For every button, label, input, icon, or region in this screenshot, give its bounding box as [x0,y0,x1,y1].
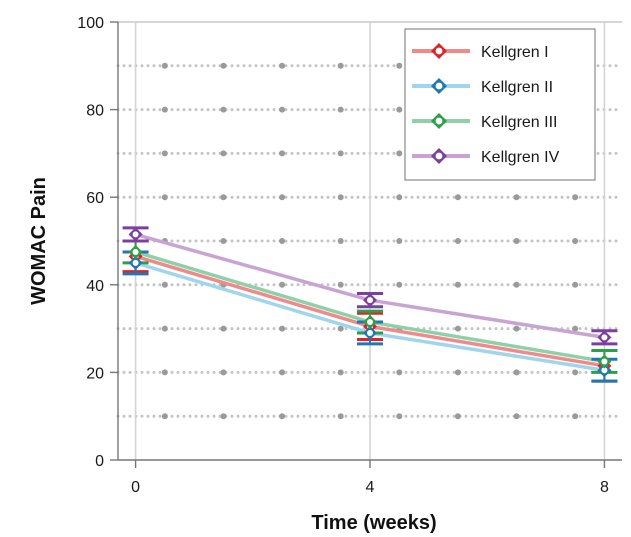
grid-dot [572,281,579,288]
grid-dot [454,194,461,201]
grid-dot [161,281,168,288]
grid-dot [396,194,403,201]
y-tick-label: 40 [86,278,104,295]
grid-dot [161,150,168,157]
grid-dot [220,238,227,244]
grid-dot [337,369,344,376]
grid-dot [279,150,286,157]
grid-dot [513,369,520,376]
grid-dot [161,62,168,69]
grid-dot [396,369,403,376]
data-point-marker-center [132,231,139,238]
grid-dot [279,106,286,113]
legend-label-4: Kellgren IV [481,149,560,166]
grid-dot [396,106,403,113]
grid-dot [161,325,168,332]
y-axis-title: WOMAC Pain [28,177,50,305]
grid-dot [454,413,461,420]
grid-dot [279,369,286,376]
data-point-marker-center [367,329,373,336]
grid-dot [454,281,461,288]
tick-labels: 0 20 40 60 80 100 0 4 8 [77,15,609,496]
grid-dot [220,369,227,376]
x-tick-label: 4 [366,479,375,496]
grid-lines [116,21,624,460]
y-tick-label: 0 [95,453,104,470]
data-point-marker-center [367,297,373,304]
grid-dot [337,150,344,157]
grid-dot [396,150,403,157]
grid-dot [161,106,168,113]
grid-dot [572,325,579,332]
grid-dot [513,194,520,201]
x-tick-label: 8 [600,479,609,496]
grid-dot [572,369,579,376]
grid-dot [337,281,344,288]
legend-marker-center [435,117,443,125]
data-point-marker-center [367,319,373,326]
grid-dot [161,413,168,420]
grid-dot [279,281,286,288]
legend-label-1: Kellgren I [481,44,549,61]
grid-dot [279,325,286,332]
grid-dot [396,281,403,288]
grid-dot [220,106,227,113]
grid-dot [337,413,344,420]
grid-dot [337,194,344,201]
grid-dot [454,325,461,332]
grid-dot [279,194,286,201]
y-tick-label: 20 [86,365,104,382]
grid-dot [454,369,461,376]
grid-dot [220,194,227,201]
grid-dot [220,325,227,332]
data-point-marker-center [601,334,608,341]
legend-label-2: Kellgren II [481,79,553,96]
y-tick-label: 80 [86,103,104,120]
grid-dot [513,325,520,332]
grid-dot [220,150,227,157]
grid-dot [279,62,286,69]
grid-dot [396,62,403,69]
legend-marker-center [435,152,443,160]
grid-dot [572,194,579,201]
legend-marker-center [435,82,443,90]
x-axis-title: Time (weeks) [311,512,436,534]
grid-dot [572,238,579,244]
grid-dot [161,194,168,201]
legend-marker-center [435,47,443,55]
axes [110,21,622,468]
grid-dot [513,238,520,244]
y-tick-label: 60 [86,190,104,207]
grid-dot [513,281,520,288]
grid-dot [279,238,286,244]
grid-dot [513,413,520,420]
grid-dot [396,238,403,244]
grid-dot [220,62,227,69]
data-markers [128,227,612,378]
grid-dot [279,413,286,420]
grid-dot [572,413,579,420]
legend-label-3: Kellgren III [481,114,557,131]
grid-dot [396,413,403,420]
data-point-marker-center [132,248,139,255]
data-point-marker-center [132,259,139,266]
grid-dot [337,325,344,332]
y-tick-label: 100 [77,15,104,32]
data-point-marker-center [601,358,608,365]
data-point-marker-center [601,367,608,374]
grid-dot [337,106,344,113]
x-tick-label: 0 [131,479,140,496]
grid-dot [220,413,227,420]
grid-dot [161,369,168,376]
legend: Kellgren I Kellgren II Kellgren III Kellgre… [404,28,596,181]
grid-dot [337,62,344,69]
grid-dot [454,238,461,244]
grid-dot [337,238,344,244]
